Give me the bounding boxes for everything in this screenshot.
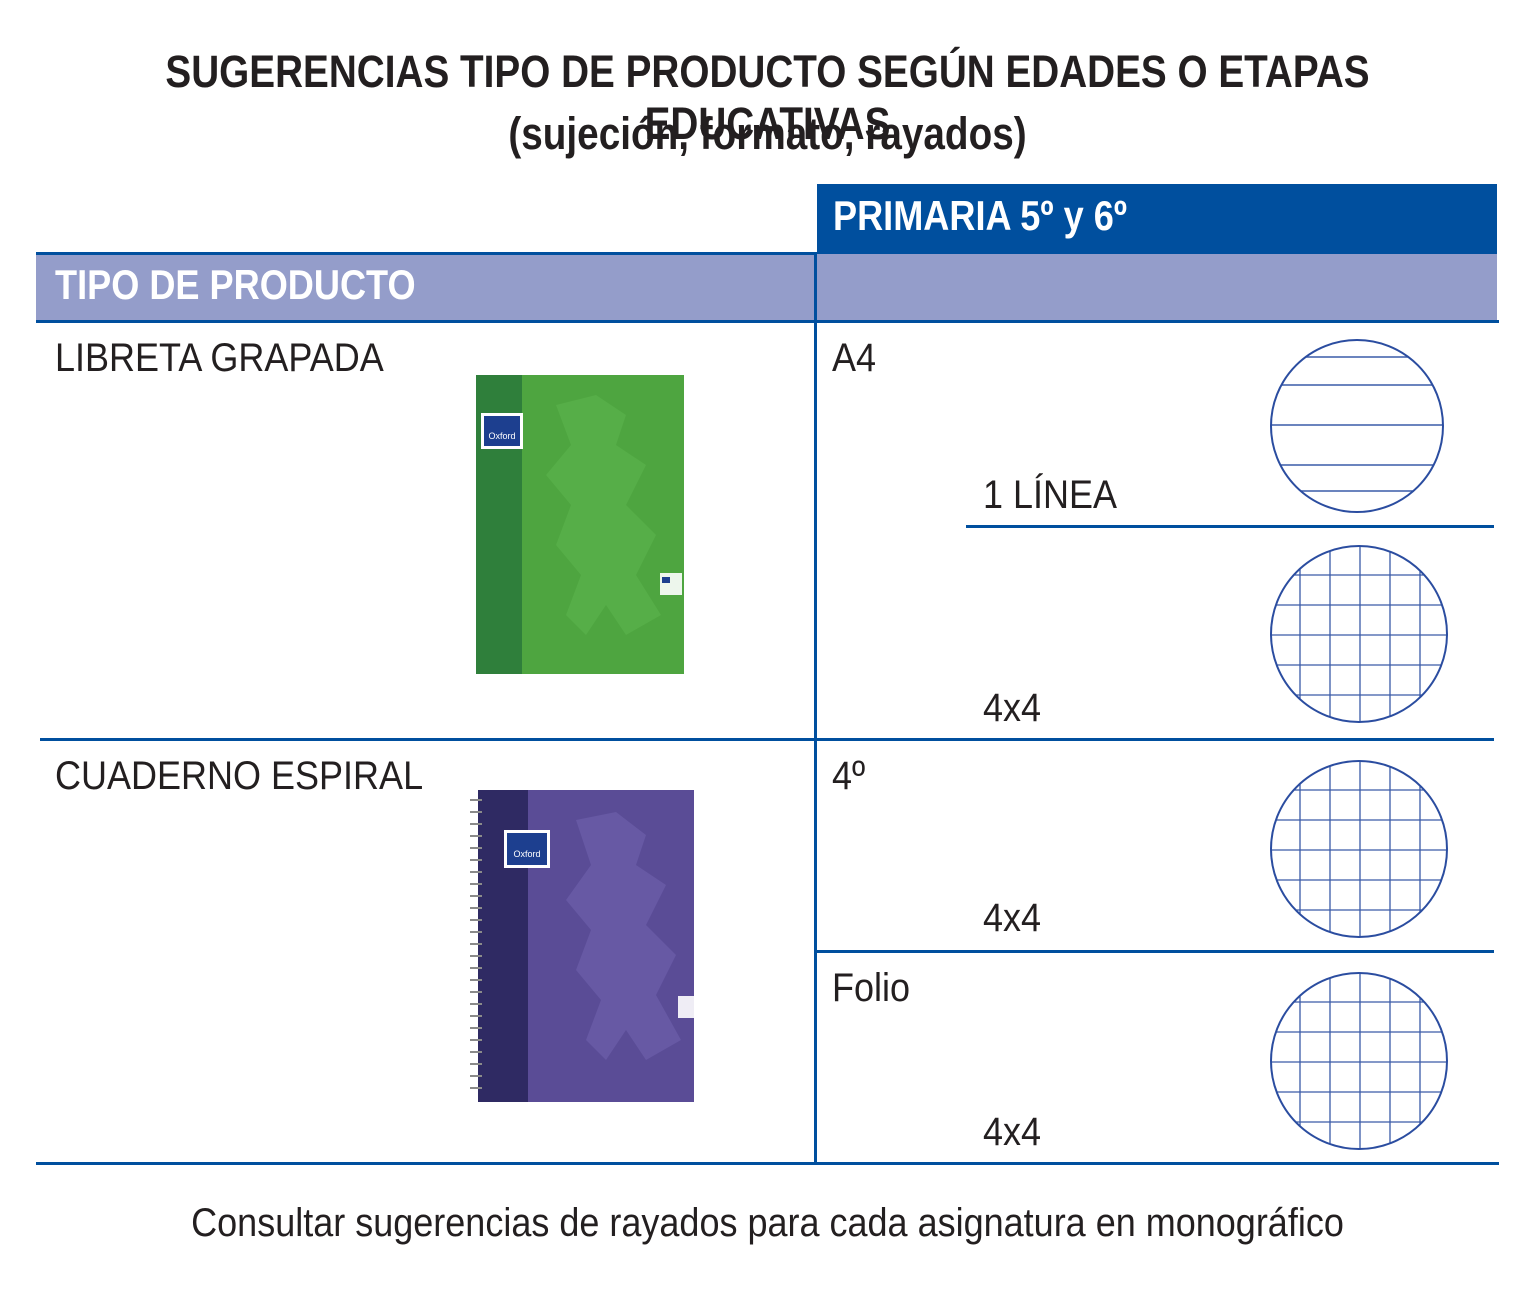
ruling-label-4x4-folio: 4x4 xyxy=(983,1110,1042,1154)
format-size-a4: A4 xyxy=(832,336,877,380)
ruling-4x4-icon-folio xyxy=(1270,972,1448,1150)
row-header-title: TIPO DE PRODUCTO xyxy=(55,261,416,308)
format-size-folio: Folio xyxy=(832,966,911,1010)
divider-row1 xyxy=(40,738,1494,741)
column-header-title: PRIMARIA 5º y 6º xyxy=(833,192,1128,239)
footer-note: Consultar sugerencias de rayados para ca… xyxy=(191,1201,1344,1245)
oxford-logo-spiral: Oxford xyxy=(504,830,550,868)
row-header-band xyxy=(36,254,1497,322)
divider-format-row2 xyxy=(816,950,1494,953)
divider-ruling-a4 xyxy=(966,525,1494,528)
divider-bottom xyxy=(36,1162,1499,1165)
column-header-band xyxy=(817,184,1497,254)
ruling-4x4-icon-a4 xyxy=(1270,545,1448,723)
ruling-4x4-icon-4o xyxy=(1270,760,1448,938)
product-name-cuaderno: CUADERNO ESPIRAL xyxy=(55,754,424,798)
product-name-libreta: LIBRETA GRAPADA xyxy=(55,336,384,380)
divider-vertical xyxy=(814,254,817,1165)
spiral-notebook-image: Oxford xyxy=(470,790,694,1102)
oxford-logo: Oxford xyxy=(481,413,523,449)
page-title: SUGERENCIAS TIPO DE PRODUCTO SEGÚN EDADE… xyxy=(165,46,1370,149)
ruling-label-4x4-4o: 4x4 xyxy=(983,896,1042,940)
page-subtitle: (sujeción, formato, rayados) xyxy=(508,108,1027,159)
divider-header-bottom xyxy=(36,320,1499,323)
ruling-1-linea-icon xyxy=(1270,339,1444,513)
ruling-label-4x4-a4: 4x4 xyxy=(983,686,1042,730)
oxford-logo-text: Oxford xyxy=(488,431,515,441)
divider-top xyxy=(36,252,817,255)
oxford-logo-text: Oxford xyxy=(513,849,540,859)
stapled-notebook-image: Oxford xyxy=(476,375,684,674)
format-size-4o: 4º xyxy=(832,754,866,798)
ruling-label-1-linea: 1 LÍNEA xyxy=(983,473,1118,517)
